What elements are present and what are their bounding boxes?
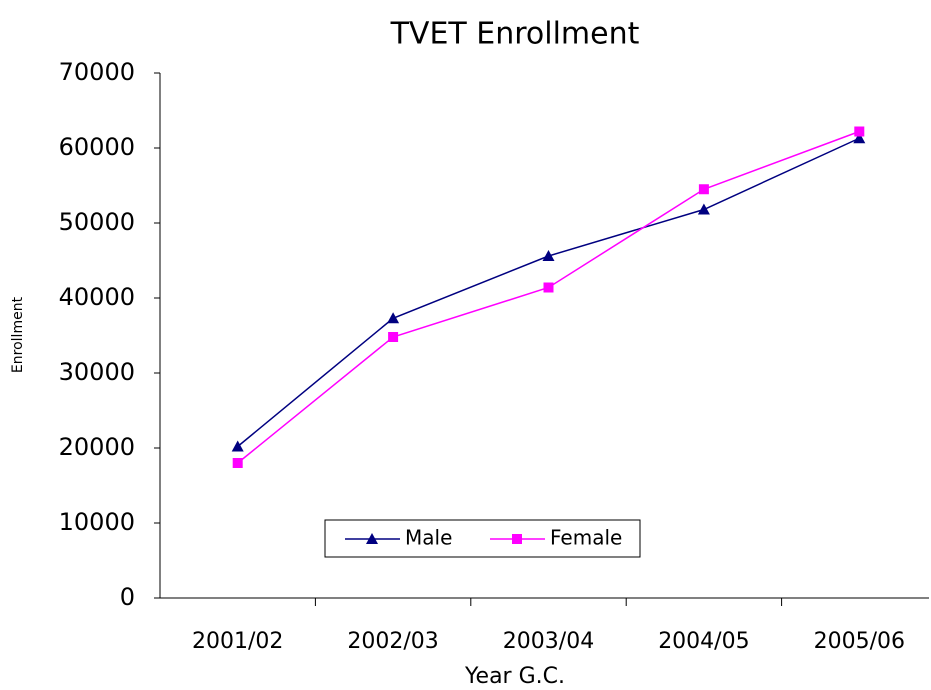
x-tick-label: 2005/06 [814,629,905,654]
marker-square [232,458,243,468]
x-tick-label: 2004/05 [658,629,749,654]
y-axis-label: Enrollment [10,296,26,373]
marker-triangle [853,132,866,144]
marker-triangle [387,312,400,324]
y-tick-label: 30000 [59,358,135,386]
marker-triangle [542,250,555,261]
marker-square [698,184,709,195]
y-tick-label: 40000 [59,283,135,311]
x-tick-label: 2002/03 [347,629,438,654]
x-axis-label: Year G.C. [464,664,565,689]
x-tick-label: 2001/02 [192,629,283,654]
marker-triangle [697,203,710,215]
y-tick-label: 50000 [59,208,135,236]
legend-marker [512,534,522,544]
y-tick-label: 20000 [59,433,135,461]
marker-square [854,126,865,137]
y-tick-label: 0 [120,583,135,611]
marker-square [543,282,554,293]
y-tick-label: 60000 [59,133,135,161]
legend-label: Male [405,526,452,550]
marker-square [388,332,399,342]
legend-marker [366,533,378,544]
legend-label: Female [550,526,622,550]
x-tick-label: 2003/04 [503,629,594,654]
chart-title: TVET Enrollment [390,17,640,52]
y-tick-label: 70000 [59,58,135,86]
y-tick-label: 10000 [59,508,135,536]
marker-triangle [231,440,244,452]
